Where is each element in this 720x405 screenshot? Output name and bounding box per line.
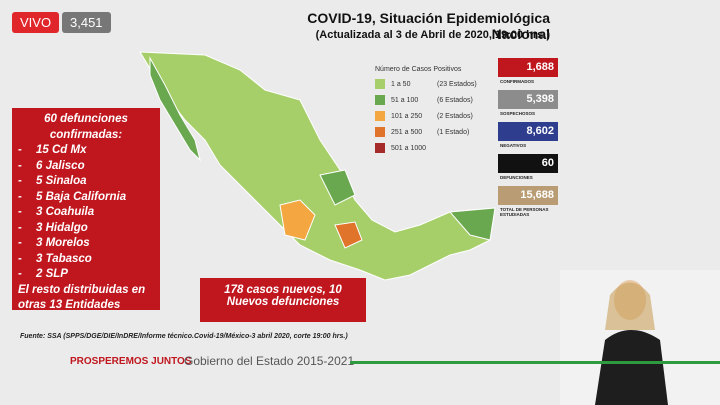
new-cases-box: 178 casos nuevos, 10 Nuevos defunciones xyxy=(200,278,366,322)
death-item: 6 Jalisco xyxy=(18,159,154,175)
death-item: 5 Sinaloa xyxy=(18,174,154,190)
legend-swatch xyxy=(375,143,385,153)
legend-note: (23 Estados) xyxy=(437,80,477,88)
legend-range: 51 a 100 xyxy=(391,96,419,104)
legend-range: 251 a 500 xyxy=(391,128,423,136)
slogan: PROSPEREMOS JUNTOS xyxy=(70,356,192,367)
stat-value: 8,602 xyxy=(498,122,558,141)
deaths-box: 60 defunciones confirmadas: 15 Cd Mx6 Jal… xyxy=(12,108,160,311)
deaths-footer: El resto distribuidas en otras 13 Entida… xyxy=(18,283,146,312)
baja-california xyxy=(149,56,201,162)
death-item: 3 Morelos xyxy=(18,236,154,252)
death-item: 3 Coahuila xyxy=(18,205,154,221)
legend-note: (2 Estados) xyxy=(437,112,473,120)
death-item: 5 Baja California xyxy=(18,190,154,206)
legend-title: Número de Casos Positivos xyxy=(375,66,462,73)
source: Fuente: SSA (SPPS/DGE/DIE/InDRE/Informe … xyxy=(20,333,348,340)
yucatan xyxy=(448,207,496,241)
state xyxy=(319,169,356,206)
death-item: 15 Cd Mx xyxy=(18,143,154,159)
stat-label: DEFUNCIONES xyxy=(500,175,533,180)
stat-label: TOTAL DE PERSONAS ESTUDIADAS xyxy=(500,207,549,217)
legend-item: 501 a 1000 xyxy=(375,143,497,153)
legend-item: 1 a 50 (23 Estados) xyxy=(375,79,497,89)
legend-range: 101 a 250 xyxy=(391,112,423,120)
viewer-count: 3,451 xyxy=(62,12,111,33)
legend-note: (6 Estados) xyxy=(437,96,473,104)
legend-swatch xyxy=(375,127,385,137)
stat-value: 15,688 xyxy=(498,186,558,205)
legend-range: 1 a 50 xyxy=(391,80,411,88)
legend-swatch xyxy=(375,111,385,121)
stat-value: 1,688 xyxy=(498,58,558,77)
legend-range: 501 a 1000 xyxy=(391,144,427,152)
jalisco xyxy=(279,199,316,241)
footer-line xyxy=(350,361,720,364)
stat-label: NEGATIVOS xyxy=(500,143,527,148)
stat-value: 60 xyxy=(498,154,558,173)
death-item: 3 Hidalgo xyxy=(18,221,154,237)
legend-swatch xyxy=(375,95,385,105)
stat-value: 5,398 xyxy=(498,90,558,109)
legend: Número de Casos Positivos 1 a 50 (23 Estad… xyxy=(375,66,497,153)
legend-note: (1 Estado) xyxy=(437,128,470,136)
interpreter-hair xyxy=(605,282,655,330)
live-badge: VIVO xyxy=(12,12,60,33)
interpreter-body xyxy=(595,330,668,405)
title: COVID-19, Situación Epidemiológica Nacio… xyxy=(307,10,550,42)
legend-item: 101 a 250 (2 Estados) xyxy=(375,111,497,121)
legend-item: 51 a 100 (6 Estados) xyxy=(375,95,497,105)
death-item: 2 SLP xyxy=(18,267,154,283)
legend-swatch xyxy=(375,79,385,89)
subtitle: (Actualizada al 3 de Abril de 2020, 19:0… xyxy=(315,29,550,41)
stat-label: SOSPECHOSOS xyxy=(500,111,536,116)
deaths-title: 60 defunciones confirmadas: xyxy=(44,113,128,141)
stat-label: CONFIRMADOS xyxy=(500,79,534,84)
legend-item: 251 a 500 (1 Estado) xyxy=(375,127,497,137)
government: Gobierno del Estado 2015-2021 xyxy=(184,354,355,368)
stats: 1,688 CONFIRMADOS 5,398 SOSPECHOSOS 8,602 NEG… xyxy=(498,58,558,223)
mexico-mainland xyxy=(139,51,496,281)
death-item: 3 Tabasco xyxy=(18,252,154,268)
cdmx xyxy=(334,221,363,249)
